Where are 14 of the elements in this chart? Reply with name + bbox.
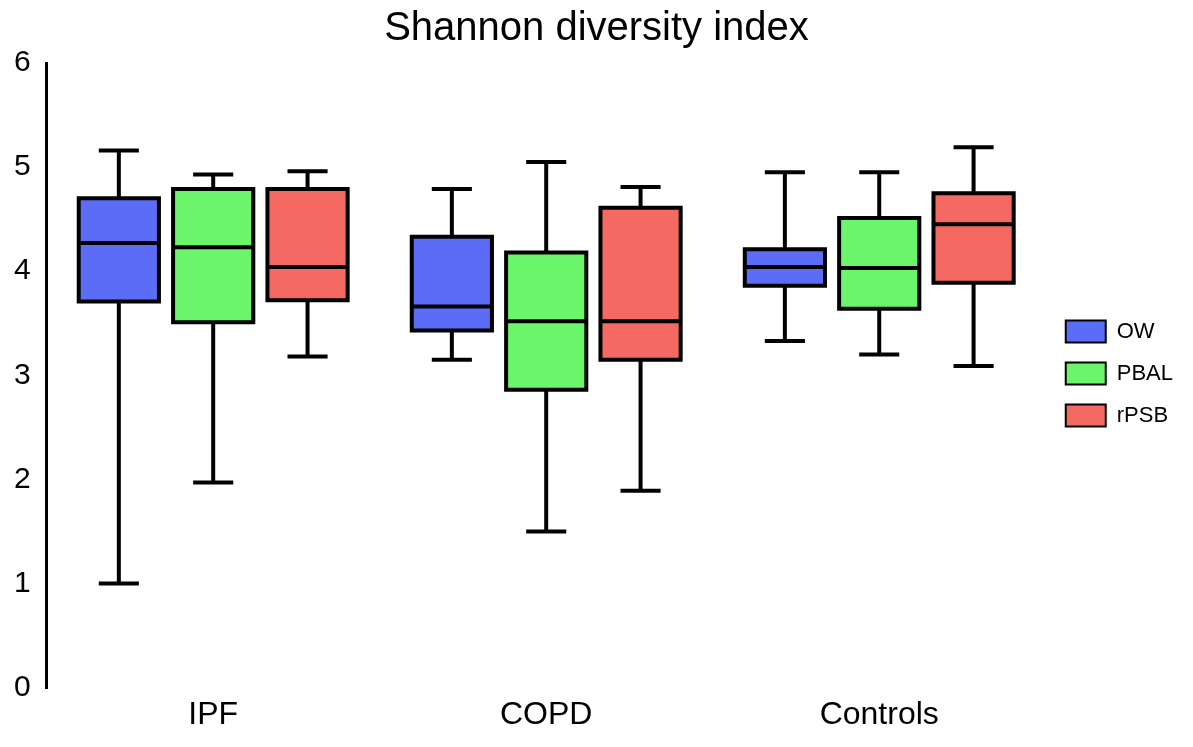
x-tick-label: COPD [499,694,593,731]
y-tick-label: 1 [14,564,31,598]
legend-label: PBAL [1116,359,1174,385]
x-tick-label: IPF [188,694,239,731]
y-tick-label: 3 [14,356,31,390]
y-tick-label: 5 [14,148,31,182]
legend-label: rPSB [1116,401,1169,427]
y-tick-label: 4 [14,252,31,286]
y-tick-label: 6 [14,44,31,78]
y-tick-label: 0 [14,668,31,702]
legend-label: OW [1116,317,1155,343]
y-tick-label: 2 [14,460,31,494]
chart-title: Shannon diversity index [384,4,809,49]
x-tick-label: Controls [819,694,939,731]
